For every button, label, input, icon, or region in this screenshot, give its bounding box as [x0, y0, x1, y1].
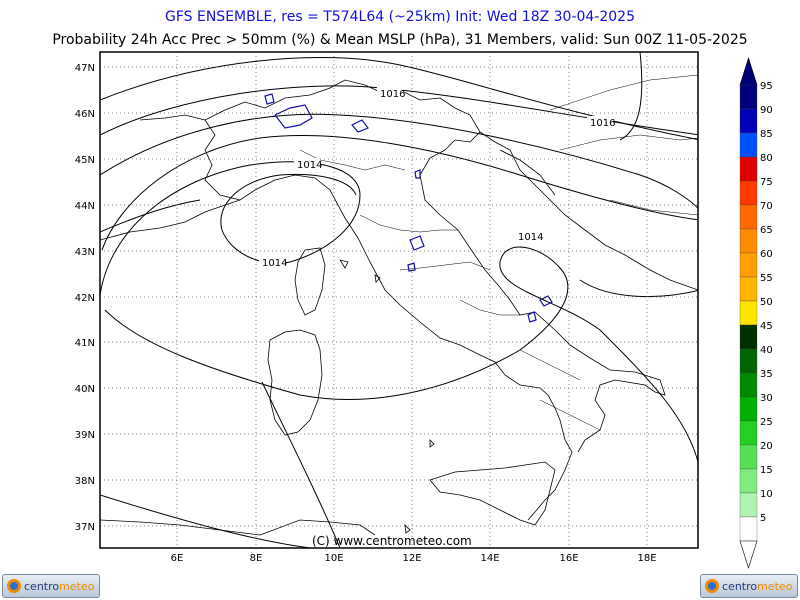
isobar-label: 1016	[590, 118, 615, 129]
latitude-label: 38N	[75, 476, 95, 487]
isobar-label: 1014	[518, 232, 543, 243]
colorbar-swatch	[739, 324, 758, 350]
coastlines	[100, 74, 698, 536]
copyright-text: (C) www.centrometeo.com	[312, 534, 472, 548]
colorbar-swatch	[739, 228, 758, 254]
colorbar-swatch	[739, 300, 758, 326]
colorbar-label: 80	[760, 153, 773, 164]
colorbar-label: 30	[760, 393, 773, 404]
colorbar-label: 70	[760, 201, 773, 212]
logo-text-b: meteo	[757, 579, 793, 593]
colorbar-label: 90	[760, 105, 773, 116]
colorbar-label: 95	[760, 81, 773, 92]
longitude-label: 18E	[637, 553, 656, 564]
colorbar-swatch	[739, 492, 758, 518]
colorbar-label: 35	[760, 369, 773, 380]
colorbar-swatch	[739, 444, 758, 470]
colorbar-swatch	[739, 84, 758, 110]
colorbar-swatch	[739, 180, 758, 206]
latitude-label: 40N	[75, 384, 95, 395]
colorbar-bottom-arrow	[739, 540, 758, 569]
colorbar-swatch	[739, 516, 758, 542]
colorbar-swatch	[739, 108, 758, 134]
latitude-label: 44N	[75, 201, 95, 212]
colorbar-label: 15	[760, 465, 773, 476]
longitude-label: 16E	[559, 553, 578, 564]
logo-text-b: meteo	[59, 579, 95, 593]
colorbar-swatch	[739, 276, 758, 302]
colorbar-label: 10	[760, 489, 773, 500]
latitude-label: 43N	[75, 247, 95, 258]
colorbar-label: 40	[760, 345, 773, 356]
longitude-label: 10E	[324, 553, 343, 564]
latitude-label: 41N	[75, 338, 95, 349]
colorbar-swatch	[739, 396, 758, 422]
colorbar-swatch	[739, 420, 758, 446]
longitude-labels: 6E 8E 10E 12E 14E 16E 18E	[171, 553, 657, 564]
colorbar-label: 45	[760, 321, 773, 332]
colorbar-swatch	[739, 348, 758, 374]
graticule	[100, 52, 698, 548]
colorbar-label: 65	[760, 225, 773, 236]
logo-ring-icon	[705, 579, 719, 593]
colorbar-swatch	[739, 252, 758, 278]
latitude-label: 47N	[75, 63, 95, 74]
colorbar-swatch	[739, 132, 758, 158]
colorbar-swatch	[739, 204, 758, 230]
isobar-label: 1014	[297, 160, 322, 171]
map-frame	[99, 51, 699, 549]
isobar-label: 1014	[262, 258, 287, 269]
latitude-labels: 47N 46N 45N 44N 43N 42N 41N 40N 39N 38N 37N	[75, 63, 95, 533]
centrometeo-logo-left[interactable]: centro meteo	[2, 574, 100, 598]
latitude-label: 45N	[75, 155, 95, 166]
colorbar-label: 20	[760, 441, 773, 452]
colorbar-swatch	[739, 372, 758, 398]
colorbar-label: 85	[760, 129, 773, 140]
colorbar-label: 50	[760, 297, 773, 308]
colorbar-label: 60	[760, 249, 773, 260]
isobar-lines	[100, 52, 698, 548]
isobar-label: 1016	[380, 89, 405, 100]
latitude-label: 46N	[75, 109, 95, 120]
probability-contours	[264, 93, 553, 323]
latitude-label: 42N	[75, 293, 95, 304]
colorbar-label: 5	[760, 513, 766, 524]
longitude-label: 6E	[171, 553, 184, 564]
colorbar-top-arrow	[739, 57, 758, 86]
centrometeo-logo-right[interactable]: centro meteo	[700, 574, 798, 598]
latitude-label: 37N	[75, 522, 95, 533]
colorbar-label: 75	[760, 177, 773, 188]
latitude-label: 39N	[75, 430, 95, 441]
isobar-label-group: 1016 1016 1014 1014 1014	[259, 87, 615, 269]
title-line-1: GFS ENSEMBLE, res = T574L64 (~25km) Init…	[165, 9, 635, 25]
title-line-2: Probability 24h Acc Prec > 50mm (%) & Me…	[52, 32, 748, 48]
colorbar-label: 55	[760, 273, 773, 284]
longitude-label: 14E	[480, 553, 499, 564]
logo-text-a: centro	[722, 579, 758, 593]
longitude-label: 8E	[250, 553, 263, 564]
logo-text-a: centro	[24, 579, 60, 593]
colorbar-label: 25	[760, 417, 773, 428]
colorbar-swatch	[739, 468, 758, 494]
logo-ring-icon	[7, 579, 21, 593]
colorbar: 95 90 85 80 75 70 65 60 55 50 45 40 35 30 25 20 15 10 5	[739, 57, 773, 569]
colorbar-swatch	[739, 156, 758, 182]
longitude-label: 12E	[402, 553, 421, 564]
